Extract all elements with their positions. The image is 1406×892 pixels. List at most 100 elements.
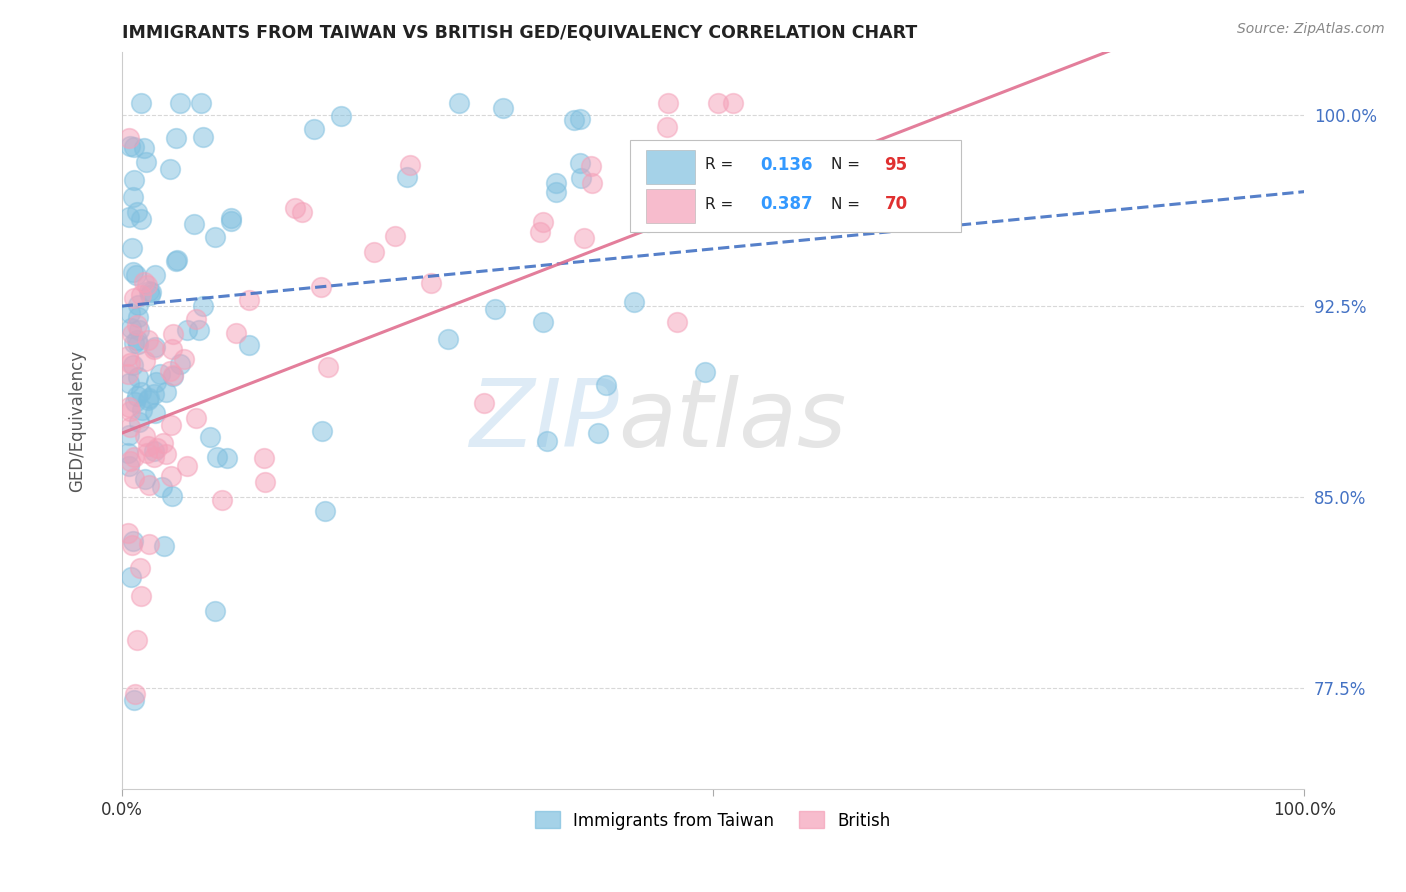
Point <box>159 417 181 432</box>
Point <box>135 446 157 460</box>
Point <box>122 450 145 464</box>
Point <box>284 202 307 216</box>
Point <box>363 244 385 259</box>
Point <box>124 687 146 701</box>
Point <box>162 368 184 382</box>
Point <box>143 387 166 401</box>
Text: 0.136: 0.136 <box>761 155 813 174</box>
Point <box>149 367 172 381</box>
Point <box>118 131 141 145</box>
Point <box>128 323 150 337</box>
Point <box>225 326 247 340</box>
Point <box>492 102 515 116</box>
Text: R =: R = <box>704 157 733 172</box>
Point <box>129 211 152 226</box>
Point <box>316 359 339 374</box>
Point <box>122 173 145 187</box>
Point <box>128 415 150 429</box>
Point <box>136 334 159 348</box>
Point <box>655 120 678 135</box>
FancyBboxPatch shape <box>645 189 695 223</box>
Point <box>128 560 150 574</box>
Point <box>191 299 214 313</box>
Point <box>187 323 209 337</box>
Point <box>135 277 157 292</box>
Point <box>544 185 567 199</box>
Point <box>150 480 173 494</box>
Point <box>484 301 506 316</box>
Point <box>531 214 554 228</box>
Point <box>131 95 153 110</box>
Point <box>118 420 141 434</box>
Point <box>562 112 585 127</box>
Legend: Immigrants from Taiwan, British: Immigrants from Taiwan, British <box>529 805 897 836</box>
Point <box>160 469 183 483</box>
Point <box>721 95 744 110</box>
Point <box>138 439 160 453</box>
Point <box>166 252 188 267</box>
Point <box>569 171 592 186</box>
Point <box>143 406 166 420</box>
Point <box>204 230 226 244</box>
Point <box>125 318 148 332</box>
Point <box>134 429 156 443</box>
Point <box>117 428 139 442</box>
Point <box>143 443 166 458</box>
Point <box>125 389 148 403</box>
Point <box>472 396 495 410</box>
Point <box>121 189 143 203</box>
Point <box>569 112 592 127</box>
Text: 95: 95 <box>884 155 907 174</box>
Point <box>127 310 149 324</box>
Point <box>143 268 166 282</box>
Point <box>546 176 568 190</box>
Point <box>120 356 142 370</box>
Point <box>217 450 239 465</box>
Point <box>121 326 143 341</box>
Point <box>695 365 717 379</box>
Point <box>117 349 139 363</box>
Point <box>117 525 139 540</box>
Point <box>165 254 187 268</box>
Point <box>121 241 143 255</box>
Point <box>183 217 205 231</box>
Point <box>138 392 160 406</box>
Point <box>122 291 145 305</box>
Point <box>122 336 145 351</box>
Point <box>173 351 195 366</box>
Point <box>200 430 222 444</box>
FancyBboxPatch shape <box>630 140 962 233</box>
Point <box>211 492 233 507</box>
Text: ZIP: ZIP <box>468 375 619 466</box>
Point <box>219 211 242 226</box>
Point <box>159 162 181 177</box>
Point <box>219 214 242 228</box>
Point <box>572 231 595 245</box>
Point <box>191 129 214 144</box>
Point <box>135 155 157 169</box>
Point <box>238 293 260 308</box>
Point <box>122 140 145 154</box>
Point <box>138 284 160 298</box>
Point <box>569 155 592 169</box>
Point <box>153 539 176 553</box>
Point <box>529 225 551 239</box>
Point <box>155 385 177 400</box>
Point <box>176 323 198 337</box>
Point <box>121 538 143 552</box>
Point <box>384 229 406 244</box>
FancyBboxPatch shape <box>645 150 695 184</box>
Point <box>162 369 184 384</box>
Point <box>160 490 183 504</box>
Point <box>120 139 142 153</box>
Point <box>125 205 148 219</box>
Point <box>125 268 148 282</box>
Point <box>666 315 689 329</box>
Point <box>152 435 174 450</box>
Point <box>143 450 166 465</box>
Point <box>131 402 153 417</box>
Point <box>595 377 617 392</box>
Point <box>143 342 166 356</box>
Point <box>302 122 325 136</box>
Point <box>155 447 177 461</box>
